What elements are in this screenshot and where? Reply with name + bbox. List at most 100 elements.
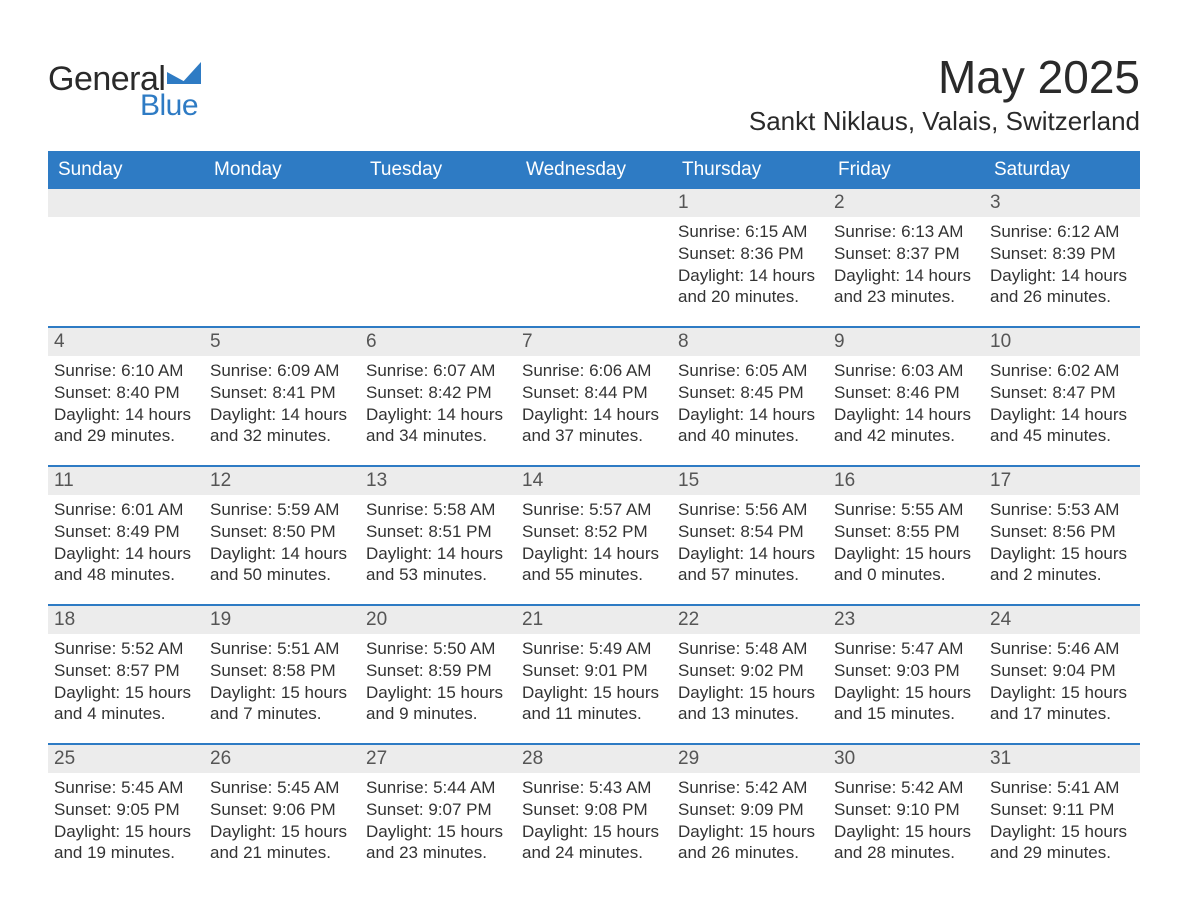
- day-details: Sunrise: 5:55 AMSunset: 8:55 PMDaylight:…: [834, 499, 978, 586]
- dayname-thursday: Thursday: [672, 151, 828, 189]
- day-number: 6: [360, 328, 516, 356]
- sunrise-line: Sunrise: 5:57 AM: [522, 499, 666, 521]
- dayname-row: SundayMondayTuesdayWednesdayThursdayFrid…: [48, 151, 1140, 189]
- calendar-cell: 10Sunrise: 6:02 AMSunset: 8:47 PMDayligh…: [984, 328, 1140, 465]
- day-number: 27: [360, 745, 516, 773]
- calendar-cell: 28Sunrise: 5:43 AMSunset: 9:08 PMDayligh…: [516, 745, 672, 882]
- calendar-cell-blank: [48, 189, 204, 326]
- daylight-line: Daylight: 14 hours and 23 minutes.: [834, 265, 978, 309]
- daylight-line: Daylight: 14 hours and 45 minutes.: [990, 404, 1134, 448]
- day-number: 19: [204, 606, 360, 634]
- daylight-line: Daylight: 15 hours and 0 minutes.: [834, 543, 978, 587]
- calendar-cell-blank: [516, 189, 672, 326]
- day-details: Sunrise: 6:15 AMSunset: 8:36 PMDaylight:…: [678, 221, 822, 308]
- day-number: 26: [204, 745, 360, 773]
- page-header: General Blue May 2025 Sankt Niklaus, Val…: [48, 40, 1140, 137]
- daylight-line: Daylight: 15 hours and 15 minutes.: [834, 682, 978, 726]
- day-number: 5: [204, 328, 360, 356]
- day-details: Sunrise: 5:50 AMSunset: 8:59 PMDaylight:…: [366, 638, 510, 725]
- brand-word-2: Blue: [140, 89, 201, 123]
- sunset-line: Sunset: 9:01 PM: [522, 660, 666, 682]
- calendar-cell: 9Sunrise: 6:03 AMSunset: 8:46 PMDaylight…: [828, 328, 984, 465]
- calendar-cell: 2Sunrise: 6:13 AMSunset: 8:37 PMDaylight…: [828, 189, 984, 326]
- sunrise-line: Sunrise: 5:45 AM: [54, 777, 198, 799]
- day-details: Sunrise: 5:43 AMSunset: 9:08 PMDaylight:…: [522, 777, 666, 864]
- day-details: Sunrise: 5:45 AMSunset: 9:05 PMDaylight:…: [54, 777, 198, 864]
- day-number: 25: [48, 745, 204, 773]
- day-details: Sunrise: 5:42 AMSunset: 9:10 PMDaylight:…: [834, 777, 978, 864]
- day-details: Sunrise: 6:02 AMSunset: 8:47 PMDaylight:…: [990, 360, 1134, 447]
- calendar-cell: 24Sunrise: 5:46 AMSunset: 9:04 PMDayligh…: [984, 606, 1140, 743]
- sunrise-line: Sunrise: 5:55 AM: [834, 499, 978, 521]
- day-number: 31: [984, 745, 1140, 773]
- day-details: Sunrise: 5:56 AMSunset: 8:54 PMDaylight:…: [678, 499, 822, 586]
- day-number: 1: [672, 189, 828, 217]
- sunset-line: Sunset: 9:02 PM: [678, 660, 822, 682]
- day-number: 22: [672, 606, 828, 634]
- sunrise-line: Sunrise: 5:53 AM: [990, 499, 1134, 521]
- day-details: Sunrise: 6:13 AMSunset: 8:37 PMDaylight:…: [834, 221, 978, 308]
- day-details: Sunrise: 6:05 AMSunset: 8:45 PMDaylight:…: [678, 360, 822, 447]
- sunset-line: Sunset: 9:10 PM: [834, 799, 978, 821]
- sunrise-line: Sunrise: 6:15 AM: [678, 221, 822, 243]
- day-number: 21: [516, 606, 672, 634]
- day-details: Sunrise: 6:01 AMSunset: 8:49 PMDaylight:…: [54, 499, 198, 586]
- day-number: 20: [360, 606, 516, 634]
- calendar-grid: SundayMondayTuesdayWednesdayThursdayFrid…: [48, 151, 1140, 882]
- sunset-line: Sunset: 9:11 PM: [990, 799, 1134, 821]
- sunset-line: Sunset: 8:44 PM: [522, 382, 666, 404]
- day-number: [516, 189, 672, 217]
- sunset-line: Sunset: 9:03 PM: [834, 660, 978, 682]
- daylight-line: Daylight: 15 hours and 24 minutes.: [522, 821, 666, 865]
- daylight-line: Daylight: 14 hours and 29 minutes.: [54, 404, 198, 448]
- daylight-line: Daylight: 14 hours and 20 minutes.: [678, 265, 822, 309]
- day-details: Sunrise: 6:03 AMSunset: 8:46 PMDaylight:…: [834, 360, 978, 447]
- sunrise-line: Sunrise: 5:51 AM: [210, 638, 354, 660]
- page-subtitle: Sankt Niklaus, Valais, Switzerland: [749, 106, 1140, 137]
- sunset-line: Sunset: 8:59 PM: [366, 660, 510, 682]
- calendar-page: General Blue May 2025 Sankt Niklaus, Val…: [0, 0, 1188, 912]
- calendar-cell: 21Sunrise: 5:49 AMSunset: 9:01 PMDayligh…: [516, 606, 672, 743]
- day-number: 30: [828, 745, 984, 773]
- daylight-line: Daylight: 15 hours and 13 minutes.: [678, 682, 822, 726]
- brand-logo: General Blue: [48, 54, 201, 123]
- day-number: 13: [360, 467, 516, 495]
- calendar-cell: 6 Sunrise: 6:07 AMSunset: 8:42 PMDaylight…: [360, 328, 516, 465]
- daylight-line: Daylight: 14 hours and 57 minutes.: [678, 543, 822, 587]
- day-details: Sunrise: 5:51 AMSunset: 8:58 PMDaylight:…: [210, 638, 354, 725]
- sunset-line: Sunset: 8:52 PM: [522, 521, 666, 543]
- sunset-line: Sunset: 8:49 PM: [54, 521, 198, 543]
- day-details: Sunrise: 6:07 AMSunset: 8:42 PMDaylight:…: [366, 360, 510, 447]
- title-block: May 2025 Sankt Niklaus, Valais, Switzerl…: [749, 40, 1140, 137]
- sunrise-line: Sunrise: 6:10 AM: [54, 360, 198, 382]
- sunset-line: Sunset: 9:09 PM: [678, 799, 822, 821]
- sunrise-line: Sunrise: 6:12 AM: [990, 221, 1134, 243]
- calendar-cell: 31Sunrise: 5:41 AMSunset: 9:11 PMDayligh…: [984, 745, 1140, 882]
- week-row: 1 Sunrise: 6:15 AMSunset: 8:36 PMDaylight…: [48, 189, 1140, 326]
- day-number: 23: [828, 606, 984, 634]
- calendar-cell: 27 Sunrise: 5:44 AMSunset: 9:07 PMDayligh…: [360, 745, 516, 882]
- sunset-line: Sunset: 9:04 PM: [990, 660, 1134, 682]
- day-details: Sunrise: 5:59 AMSunset: 8:50 PMDaylight:…: [210, 499, 354, 586]
- calendar-cell: 1 Sunrise: 6:15 AMSunset: 8:36 PMDaylight…: [672, 189, 828, 326]
- calendar-cell: 26Sunrise: 5:45 AMSunset: 9:06 PMDayligh…: [204, 745, 360, 882]
- day-details: Sunrise: 5:44 AMSunset: 9:07 PMDaylight:…: [366, 777, 510, 864]
- sunset-line: Sunset: 8:57 PM: [54, 660, 198, 682]
- daylight-line: Daylight: 15 hours and 2 minutes.: [990, 543, 1134, 587]
- calendar-cell: 22 Sunrise: 5:48 AMSunset: 9:02 PMDayligh…: [672, 606, 828, 743]
- daylight-line: Daylight: 14 hours and 50 minutes.: [210, 543, 354, 587]
- day-details: Sunrise: 5:48 AMSunset: 9:02 PMDaylight:…: [678, 638, 822, 725]
- sunrise-line: Sunrise: 6:02 AM: [990, 360, 1134, 382]
- daylight-line: Daylight: 14 hours and 34 minutes.: [366, 404, 510, 448]
- daylight-line: Daylight: 15 hours and 21 minutes.: [210, 821, 354, 865]
- dayname-saturday: Saturday: [984, 151, 1140, 189]
- sunset-line: Sunset: 8:45 PM: [678, 382, 822, 404]
- sunrise-line: Sunrise: 5:59 AM: [210, 499, 354, 521]
- sunset-line: Sunset: 8:50 PM: [210, 521, 354, 543]
- sunrise-line: Sunrise: 6:13 AM: [834, 221, 978, 243]
- day-details: Sunrise: 5:42 AMSunset: 9:09 PMDaylight:…: [678, 777, 822, 864]
- calendar-cell: 16Sunrise: 5:55 AMSunset: 8:55 PMDayligh…: [828, 467, 984, 604]
- calendar-cell: 14Sunrise: 5:57 AMSunset: 8:52 PMDayligh…: [516, 467, 672, 604]
- calendar-cell: 17Sunrise: 5:53 AMSunset: 8:56 PMDayligh…: [984, 467, 1140, 604]
- sunset-line: Sunset: 8:46 PM: [834, 382, 978, 404]
